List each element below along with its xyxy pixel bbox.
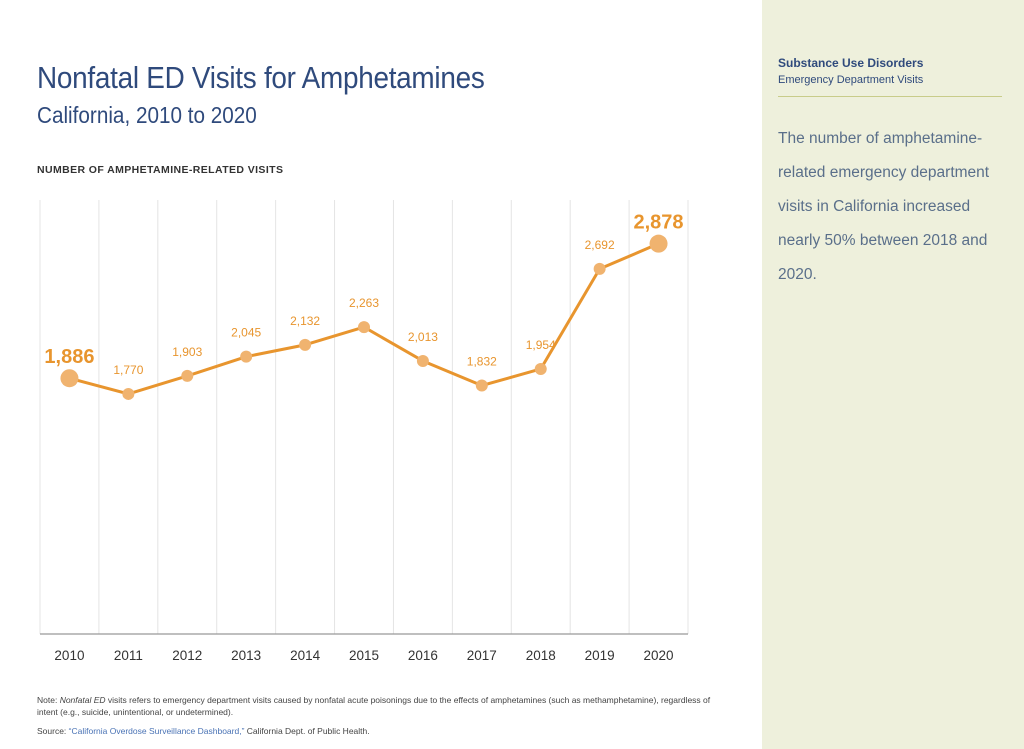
sidebar-section-title: Substance Use Disorders: [778, 56, 924, 70]
data-label: 2,692: [585, 238, 615, 252]
x-tick-label: 2017: [467, 648, 497, 663]
data-point: [358, 321, 370, 334]
x-tick-label: 2012: [172, 648, 202, 663]
data-point: [593, 262, 606, 275]
note-prefix: Note:: [37, 695, 60, 705]
data-label: 2,263: [349, 296, 379, 310]
highlighted-data-label: 2,878: [634, 212, 684, 234]
data-point: [181, 369, 194, 382]
data-label: 1,903: [172, 345, 202, 359]
x-tick-label: 2016: [408, 648, 438, 663]
sidebar-divider: [778, 96, 1002, 97]
page-title: Nonfatal ED Visits for Amphetamines: [37, 60, 485, 95]
highlighted-data-label: 1,886: [44, 346, 94, 368]
page-subtitle: California, 2010 to 2020: [37, 102, 257, 128]
main-panel: Nonfatal ED Visits for Amphetamines Cali…: [37, 60, 727, 736]
x-tick-label: 2018: [526, 648, 556, 663]
chart-source: Source: “California Overdose Surveillanc…: [37, 726, 727, 736]
x-tick-label: 2013: [231, 648, 261, 663]
data-point: [534, 362, 547, 375]
x-tick-label: 2019: [585, 648, 615, 663]
source-link[interactable]: “California Overdose Surveillance Dashbo…: [68, 726, 245, 736]
note-text: visits refers to emergency department vi…: [37, 695, 711, 717]
data-point: [475, 379, 488, 392]
note-term: Nonfatal ED: [59, 695, 106, 705]
x-tick-label: 2020: [644, 648, 674, 663]
x-tick-label: 2014: [290, 648, 321, 663]
data-point: [122, 387, 135, 400]
x-tick-label: 2010: [54, 648, 84, 663]
source-suffix: California Dept. of Public Health.: [244, 726, 370, 736]
data-label: 2,045: [231, 326, 261, 340]
line-chart: 2010 2011 2012 2013 2014 2015 2016 2017 2018 2019…: [39, 200, 689, 663]
x-tick-label: 2011: [114, 648, 143, 663]
data-label: 1,954: [526, 338, 556, 352]
highlighted-data-point: [649, 234, 668, 253]
y-axis-label: NUMBER OF AMPHETAMINE-RELATED VISITS: [37, 164, 284, 176]
data-point: [299, 338, 312, 351]
data-point: [240, 350, 253, 363]
data-label: 1,832: [467, 355, 497, 369]
data-label: 2,132: [290, 314, 320, 328]
source-prefix: Source:: [37, 726, 69, 736]
sidebar-section-subtitle: Emergency Department Visits: [778, 74, 924, 86]
x-tick-label: 2015: [349, 648, 379, 663]
highlighted-data-point: [60, 369, 79, 388]
data-point: [416, 354, 429, 367]
data-label: 1,770: [113, 363, 143, 377]
data-label: 2,013: [408, 330, 438, 344]
sidebar: Substance Use Disorders Emergency Depart…: [762, 0, 1024, 749]
sidebar-summary: The number of amphetamine-related emerge…: [778, 130, 990, 283]
chart-note: Note: Nonfatal ED visits refers to emerg…: [37, 694, 727, 718]
